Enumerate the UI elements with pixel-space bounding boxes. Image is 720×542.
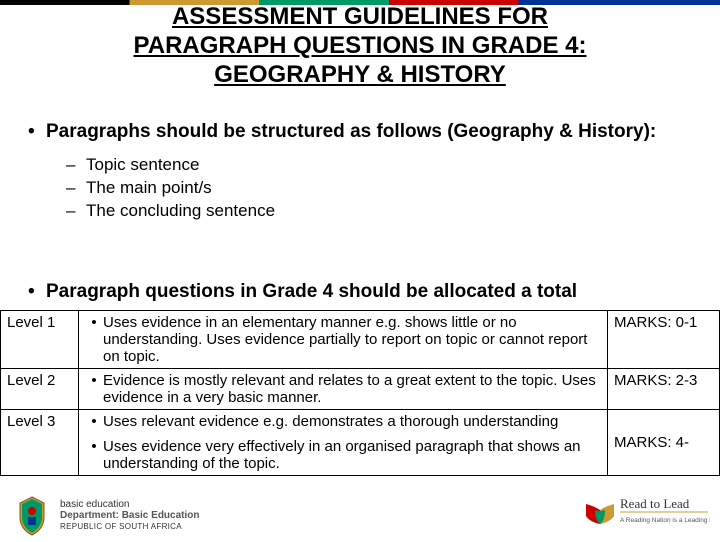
content-area: • Paragraphs should be structured as fol… <box>28 120 692 233</box>
bullet-dot-icon: • <box>28 280 46 304</box>
footer: basic education Department: Basic Educat… <box>0 490 720 540</box>
table-row: Level 3 •Uses relevant evidence e.g. dem… <box>1 410 720 476</box>
marks-cell: MARKS: 4- <box>608 410 720 476</box>
read-to-lead-logo: Read to Lead A Reading Nation is a Leadi… <box>580 490 710 541</box>
table-row: Level 1 •Uses evidence in an elementary … <box>1 311 720 369</box>
dept-line: REPUBLIC OF SOUTH AFRICA <box>60 522 200 531</box>
page-title: ASSESSMENT GUIDELINES FOR PARAGRAPH QUES… <box>0 3 720 89</box>
bullet-allocation-text: Paragraph questions in Grade 4 should be… <box>46 280 577 304</box>
sub-item: – Topic sentence <box>66 154 692 177</box>
level-cell: Level 1 <box>1 311 79 369</box>
level-cell: Level 2 <box>1 369 79 410</box>
sub-item: – The concluding sentence <box>66 200 692 223</box>
dept-line: basic education <box>60 499 200 511</box>
bullet-dot-icon: • <box>85 438 103 472</box>
bullet-dot-icon: • <box>85 314 103 365</box>
bullet-dot-icon: • <box>28 120 46 144</box>
bullet-dot-icon: • <box>85 413 103 430</box>
bullet-structure: • Paragraphs should be structured as fol… <box>28 120 692 144</box>
sub-item-text: The main point/s <box>86 177 212 200</box>
coat-of-arms-icon <box>10 493 54 537</box>
bullet-structure-text: Paragraphs should be structured as follo… <box>46 120 656 144</box>
level-cell: Level 3 <box>1 410 79 476</box>
sub-item-text: The concluding sentence <box>86 200 275 223</box>
desc-text: Uses evidence in an elementary manner e.… <box>103 314 601 365</box>
desc-cell: •Uses relevant evidence e.g. demonstrate… <box>79 410 608 476</box>
desc-text: Evidence is mostly relevant and relates … <box>103 372 601 406</box>
svg-text:A Reading Nation is a Leading: A Reading Nation is a Leading Nation <box>620 517 710 524</box>
desc-text: Uses relevant evidence e.g. demonstrates… <box>103 413 601 430</box>
sub-bullet-list: – Topic sentence – The main point/s – Th… <box>66 154 692 223</box>
title-line-1: ASSESSMENT GUIDELINES FOR <box>40 3 680 32</box>
desc-cell: •Evidence is mostly relevant and relates… <box>79 369 608 410</box>
dept-line: Department: <box>60 510 119 521</box>
dept-line: Basic Education <box>122 510 200 521</box>
svg-text:Read to Lead: Read to Lead <box>620 496 690 511</box>
desc-cell: •Uses evidence in an elementary manner e… <box>79 311 608 369</box>
table-row: Level 2 •Evidence is mostly relevant and… <box>1 369 720 410</box>
department-text: basic education Department: Basic Educat… <box>60 499 200 531</box>
sub-item: – The main point/s <box>66 177 692 200</box>
desc-text: Uses evidence very effectively in an org… <box>103 438 601 472</box>
title-line-2: PARAGRAPH QUESTIONS IN GRADE 4: <box>40 32 680 61</box>
bullet-allocation: • Paragraph questions in Grade 4 should … <box>28 280 692 304</box>
bullet-dot-icon: • <box>85 372 103 406</box>
dash-icon: – <box>66 154 86 177</box>
dash-icon: – <box>66 200 86 223</box>
rubric-table: Level 1 •Uses evidence in an elementary … <box>0 310 720 476</box>
dash-icon: – <box>66 177 86 200</box>
marks-cell: MARKS: 2-3 <box>608 369 720 410</box>
sub-item-text: Topic sentence <box>86 154 199 177</box>
marks-cell: MARKS: 0-1 <box>608 311 720 369</box>
title-line-3: GEOGRAPHY & HISTORY <box>40 61 680 90</box>
